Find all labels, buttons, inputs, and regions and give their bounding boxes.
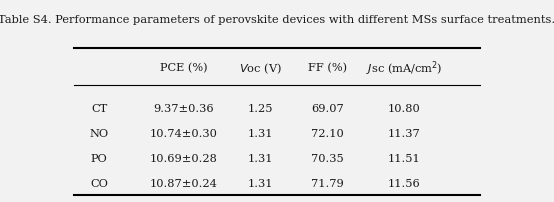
Text: CT: CT bbox=[91, 103, 107, 113]
Text: 11.51: 11.51 bbox=[388, 153, 420, 163]
Text: 11.56: 11.56 bbox=[388, 178, 420, 188]
Text: 10.80: 10.80 bbox=[388, 103, 420, 113]
Text: 1.31: 1.31 bbox=[247, 178, 273, 188]
Text: 10.74±0.30: 10.74±0.30 bbox=[150, 128, 218, 138]
Text: $\it{J}$sc (mA/cm$^2$): $\it{J}$sc (mA/cm$^2$) bbox=[366, 59, 442, 77]
Text: 11.37: 11.37 bbox=[388, 128, 420, 138]
Text: FF (%): FF (%) bbox=[308, 63, 347, 73]
Text: Table S4. Performance parameters of perovskite devices with different MSs surfac: Table S4. Performance parameters of pero… bbox=[0, 15, 554, 25]
Text: PO: PO bbox=[91, 153, 107, 163]
Text: 69.07: 69.07 bbox=[311, 103, 344, 113]
Text: 10.87±0.24: 10.87±0.24 bbox=[150, 178, 218, 188]
Text: PCE (%): PCE (%) bbox=[160, 63, 208, 73]
Text: 10.69±0.28: 10.69±0.28 bbox=[150, 153, 218, 163]
Text: 1.31: 1.31 bbox=[247, 128, 273, 138]
Text: $\it{V}$oc (V): $\it{V}$oc (V) bbox=[239, 61, 281, 75]
Text: NO: NO bbox=[90, 128, 109, 138]
Text: 9.37±0.36: 9.37±0.36 bbox=[153, 103, 214, 113]
Text: 70.35: 70.35 bbox=[311, 153, 344, 163]
Text: 71.79: 71.79 bbox=[311, 178, 344, 188]
Text: 72.10: 72.10 bbox=[311, 128, 344, 138]
Text: CO: CO bbox=[90, 178, 108, 188]
Text: 1.25: 1.25 bbox=[247, 103, 273, 113]
Text: 1.31: 1.31 bbox=[247, 153, 273, 163]
